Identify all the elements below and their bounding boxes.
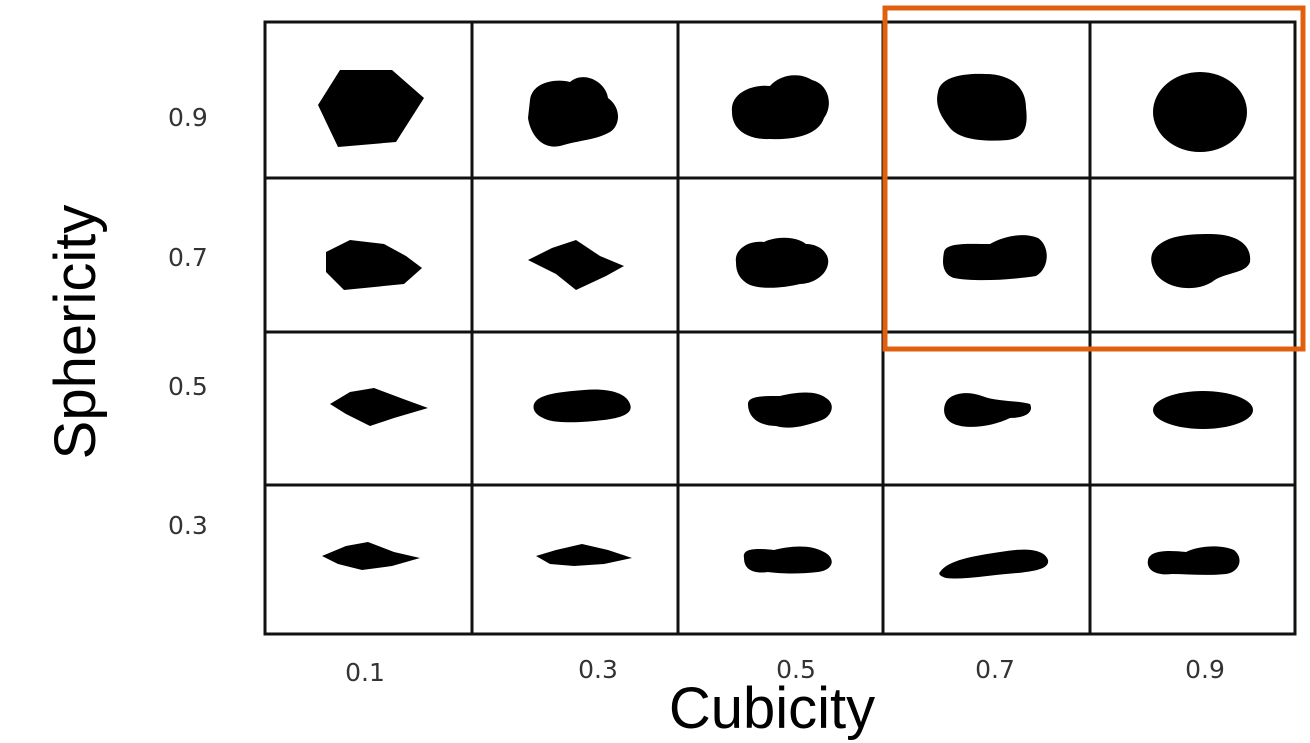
x-tick-label: 0.9 — [1185, 655, 1225, 684]
particle-shape — [743, 546, 832, 574]
particle-shape — [528, 240, 624, 290]
particle-shape — [735, 237, 829, 288]
particle-shape — [322, 542, 420, 570]
particle-shape — [939, 549, 1049, 579]
particle-shape — [318, 70, 424, 147]
particle-shape — [1151, 234, 1251, 289]
particle-shape — [533, 389, 631, 423]
x-tick-label: 0.7 — [975, 655, 1015, 684]
highlight-box — [882, 5, 1306, 352]
grid-frame — [263, 20, 1297, 636]
x-axis-title: Cubicity — [669, 676, 875, 741]
particle-shape — [528, 77, 618, 147]
x-tick-label: 0.5 — [776, 655, 816, 684]
y-axis-title: Sphericity — [43, 205, 108, 460]
particle-shape — [937, 73, 1027, 141]
particle-shape — [326, 240, 422, 290]
y-tick-label: 0.7 — [168, 243, 208, 272]
y-tick-label: 0.9 — [168, 103, 208, 132]
particle-shape — [1147, 546, 1240, 575]
particle-shape — [731, 75, 829, 140]
particle-shape — [748, 392, 832, 428]
particle-shape — [943, 235, 1047, 281]
x-tick-label: 0.1 — [345, 658, 385, 687]
particle-shape — [330, 388, 428, 426]
particle-shape — [536, 544, 632, 566]
x-tick-label: 0.3 — [578, 655, 618, 684]
particle-shape — [1153, 72, 1247, 152]
particle-shape — [1153, 391, 1253, 429]
y-tick-label: 0.5 — [168, 372, 208, 401]
particle-shape — [944, 393, 1032, 427]
y-tick-label: 0.3 — [168, 511, 208, 540]
